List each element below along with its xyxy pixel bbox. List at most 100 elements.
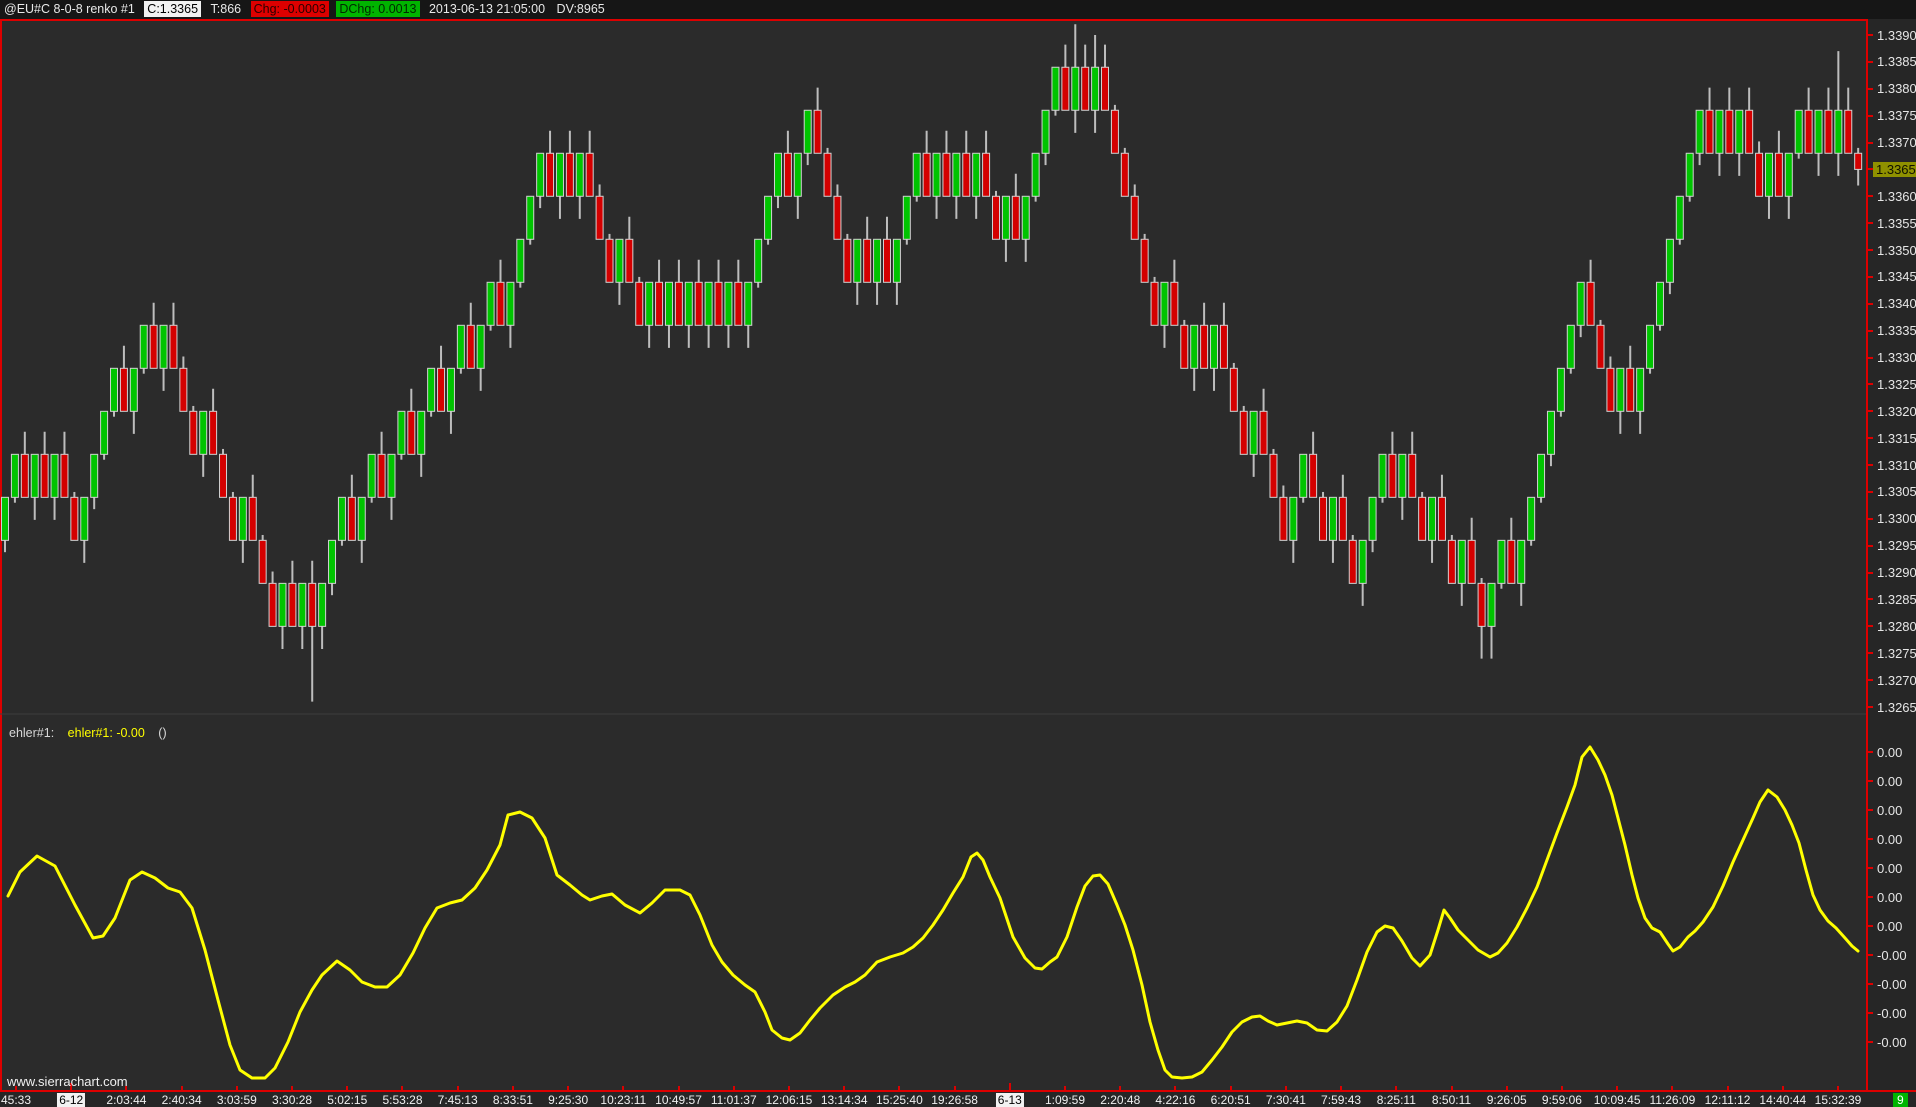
candle-body <box>1725 109 1734 154</box>
price-axis-tick <box>1868 652 1873 655</box>
candle-body <box>238 496 247 541</box>
candle-body <box>1715 109 1724 154</box>
candle-body <box>1487 582 1496 627</box>
candle-body <box>1338 496 1347 541</box>
time-axis-tick <box>1284 1086 1287 1092</box>
candle-body <box>1665 238 1674 283</box>
price-axis-tick <box>1868 679 1873 682</box>
candle-body <box>228 496 237 541</box>
candle-body <box>129 367 138 412</box>
candle-body <box>248 496 257 541</box>
candle-body <box>803 109 812 154</box>
time-axis-label: 9:25:30 <box>548 1093 589 1107</box>
candle-body <box>30 453 39 498</box>
trade-count: T:866 <box>210 2 242 16</box>
candle-body <box>674 281 683 326</box>
candle-body <box>318 582 327 627</box>
time-axis-tick <box>1174 1086 1177 1092</box>
candle-body <box>1229 367 1238 412</box>
candle-body <box>734 281 743 326</box>
candle-body <box>843 238 852 283</box>
candle-body <box>1517 539 1526 584</box>
candle-body <box>437 367 446 412</box>
candle-body <box>1061 66 1070 111</box>
candle-body <box>407 410 416 455</box>
price-axis-tick <box>1868 983 1873 985</box>
candle-body <box>1210 324 1219 369</box>
candle-body <box>189 410 198 455</box>
candle-body <box>714 281 723 326</box>
candle-body <box>655 281 664 326</box>
candle-body <box>1279 496 1288 541</box>
price-axis-label: 1.3265 <box>1877 699 1916 715</box>
time-axis-label: 15:25:40 <box>876 1093 923 1107</box>
candle-body <box>1101 66 1110 111</box>
time-axis-tick <box>180 1086 183 1092</box>
candle-body <box>1249 410 1258 455</box>
time-scale[interactable]: 45:33 6-12 2:03:44 2:40:34 3:03:59 3:30:28 5:0… <box>0 1083 1916 1107</box>
candle-body <box>397 410 406 455</box>
candle-body <box>922 152 931 197</box>
time-axis-label: 45:33 <box>0 1093 32 1107</box>
price-axis-label: 1.3380 <box>1877 81 1916 97</box>
price-axis-tick <box>1868 751 1873 753</box>
candle-body <box>932 152 941 197</box>
sierrachart-watermark: www.sierrachart.com <box>7 1074 128 1089</box>
candle-body <box>575 152 584 197</box>
candle-body <box>1418 496 1427 541</box>
price-scale[interactable]: 1.3390 1.3385 1.3380 1.3375 1.3370 1.3365 1.33… <box>1866 19 1916 1107</box>
price-axis-label: 1.3385 <box>1877 54 1916 70</box>
candle-body <box>60 453 69 498</box>
candle-body <box>506 281 515 326</box>
candle-body <box>912 152 921 197</box>
price-axis-tick <box>1868 141 1873 144</box>
time-axis-tick <box>291 1086 294 1092</box>
candle-body <box>1685 152 1694 197</box>
time-axis-tick <box>1064 1086 1067 1092</box>
chart-region[interactable]: ehler#1: ehler#1: -0.00 () www.sierracha… <box>0 19 1866 1090</box>
price-axis-tick <box>1868 954 1873 956</box>
candle-body <box>942 152 951 197</box>
study-suffix: () <box>158 726 167 740</box>
candle-body <box>1328 496 1337 541</box>
candle-body <box>1259 410 1268 455</box>
time-axis-tick <box>898 1086 901 1092</box>
price-axis-label: -0.00 <box>1877 1034 1907 1050</box>
candle-body <box>902 195 911 240</box>
chart-title-bar: @EU#C 8-0-8 renko #1 C:1.3365 T:866 Chg:… <box>0 0 1916 19</box>
time-axis-tick <box>1450 1086 1453 1092</box>
price-axis-label: 1.3315 <box>1877 430 1916 446</box>
price-axis-label: 1.3275 <box>1877 645 1916 661</box>
candle-body <box>1794 109 1803 154</box>
symbol-title: @EU#C 8-0-8 renko #1 <box>4 2 135 16</box>
chart-number-badge[interactable]: 9 <box>1893 1093 1908 1107</box>
candle-body <box>1269 453 1278 498</box>
candle-body <box>1091 66 1100 111</box>
price-axis-label: 0.00 <box>1877 918 1903 934</box>
price-axis-label: 1.3335 <box>1877 323 1916 339</box>
time-axis-label: 10:09:45 <box>1593 1093 1641 1107</box>
candle-body <box>1447 539 1456 584</box>
time-axis-label: 3:03:59 <box>216 1093 257 1107</box>
time-axis-label: 6:20:51 <box>1210 1093 1251 1107</box>
candle-body <box>1537 453 1546 498</box>
chart-canvas[interactable] <box>0 19 1866 1090</box>
price-axis-tick <box>1868 464 1873 467</box>
candle-body <box>377 453 386 498</box>
price-axis-tick <box>1868 544 1873 547</box>
candle-body <box>1616 367 1625 412</box>
time-axis-tick <box>125 1086 128 1092</box>
candle-body <box>298 582 307 627</box>
price-axis-label: 1.3360 <box>1877 188 1916 204</box>
candle-body <box>555 152 564 197</box>
candle-body <box>853 238 862 283</box>
candle-body <box>724 281 733 326</box>
price-axis-tick <box>1868 168 1873 171</box>
price-axis-tick <box>1868 571 1873 574</box>
price-axis-tick <box>1868 222 1873 225</box>
price-axis-label: 1.3310 <box>1877 457 1916 473</box>
price-axis-tick <box>1868 809 1873 811</box>
price-axis-label: 1.3330 <box>1877 350 1916 366</box>
candle-body <box>1467 539 1476 584</box>
candle-body <box>1190 324 1199 369</box>
